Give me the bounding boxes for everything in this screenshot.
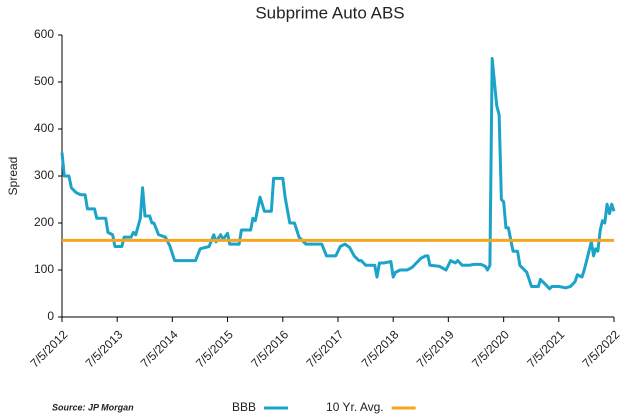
x-tick-label: 7/5/2018 [359,327,402,370]
chart-title: Subprime Auto ABS [255,3,404,22]
x-tick-label: 7/5/2022 [579,327,622,370]
x-tick-label: 7/5/2015 [193,327,236,370]
y-tick-label: 100 [34,262,54,276]
y-tick-label: 400 [34,121,54,135]
x-tick-label: 7/5/2017 [303,327,346,370]
y-tick-label: 200 [34,215,54,229]
source: Source: JP Morgan [52,402,134,412]
y-tick-label: 300 [34,168,54,182]
x-tick-label: 7/5/2021 [524,327,567,370]
x-tick-label: 7/5/2019 [414,327,457,370]
x-tick-label: 7/5/2020 [469,327,512,370]
x-tick-label: 7/5/2012 [27,327,70,370]
y-axis-label: Spread [6,157,20,196]
x-tick-label: 7/5/2016 [248,327,291,370]
y-tick-label: 600 [34,27,54,41]
x-tick-label: 7/5/2013 [83,327,126,370]
legend-label: 10 Yr. Avg. [326,400,384,414]
legend-label: BBB [232,400,256,414]
y-tick-label: 0 [47,309,54,323]
y-tick-label: 500 [34,74,54,88]
x-tick-label: 7/5/2014 [138,327,181,370]
data-line [60,57,616,291]
